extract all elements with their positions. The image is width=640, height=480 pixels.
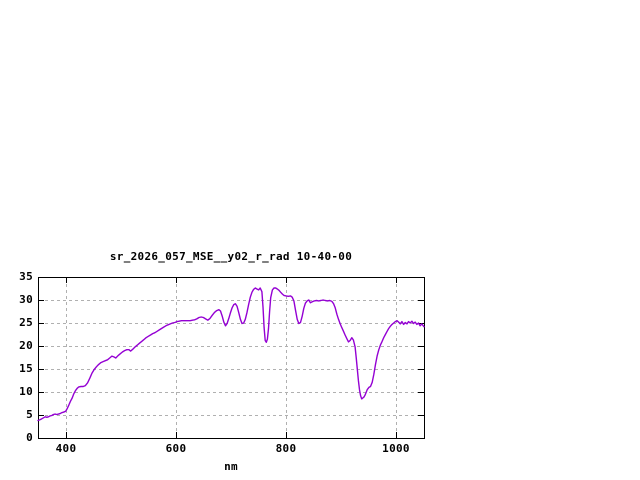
- x-tick-label: 800: [275, 442, 297, 455]
- x-tick-label: 1000: [382, 442, 410, 455]
- y-tick-label: 25: [19, 316, 33, 329]
- y-tick-label: 15: [19, 362, 33, 375]
- x-tick-label: 400: [55, 442, 77, 455]
- y-tick-label: 0: [26, 431, 33, 444]
- y-tick-label: 5: [26, 408, 33, 421]
- x-tick-label: 600: [165, 442, 187, 455]
- y-tick-label: 20: [19, 339, 33, 352]
- spectrum-line: [37, 287, 425, 422]
- y-tick-label: 35: [19, 270, 33, 283]
- y-tick-label: 10: [19, 385, 33, 398]
- y-tick-label: 30: [19, 293, 33, 306]
- chart-title: sr_2026_057_MSE__y02_r_rad 10-40-00: [109, 250, 353, 263]
- x-axis-title: nm: [224, 460, 238, 473]
- plot-frame: [38, 277, 425, 439]
